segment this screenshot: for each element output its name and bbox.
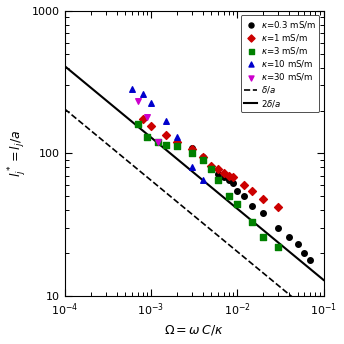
$\kappa$=10 mS/m [174,135,180,140]
$\kappa$=0.3 mS/m [302,250,307,256]
$\kappa$=0.3 mS/m [230,180,236,186]
$\kappa$=0.3 mS/m [287,234,292,240]
$\kappa$=1 mS/m [260,196,266,202]
Y-axis label: $l_j^* = l_j/a$: $l_j^* = l_j/a$ [7,130,29,177]
$\kappa$=0.3 mS/m [241,194,247,199]
$\kappa$=0.3 mS/m [221,175,227,180]
$\kappa$=0.3 mS/m [308,257,313,262]
$\kappa$=1 mS/m [140,116,146,121]
$\kappa$=0.3 mS/m [260,211,266,216]
$\kappa$=1 mS/m [241,182,247,188]
$\kappa$=0.3 mS/m [226,178,232,183]
$\kappa$=0.3 mS/m [190,145,195,150]
$\kappa$=3 mS/m [276,245,281,250]
$\kappa$=0.3 mS/m [235,188,240,193]
$\kappa$=30 mS/m [155,139,161,145]
$\kappa$=10 mS/m [129,86,135,92]
$\kappa$=3 mS/m [200,157,206,163]
$\kappa$=3 mS/m [260,234,266,240]
$\kappa$=3 mS/m [190,151,195,156]
$\kappa$=30 mS/m [135,98,140,103]
Legend: $\kappa$=0.3 mS/m, $\kappa$=1 mS/m, $\kappa$=3 mS/m, $\kappa$=10 mS/m, $\kappa$=: $\kappa$=0.3 mS/m, $\kappa$=1 mS/m, $\ka… [241,15,319,112]
$\kappa$=3 mS/m [250,219,255,225]
$\kappa$=1 mS/m [163,132,169,138]
$\kappa$=0.3 mS/m [208,164,214,170]
$\kappa$=10 mS/m [200,178,206,183]
X-axis label: $\Omega = \omega\, C/\kappa$: $\Omega = \omega\, C/\kappa$ [164,323,224,337]
$\kappa$=1 mS/m [174,139,180,145]
$\kappa$=1 mS/m [190,146,195,151]
$\kappa$=3 mS/m [208,166,214,172]
$\kappa$=1 mS/m [226,173,232,178]
$\kappa$=0.3 mS/m [295,242,300,247]
$\kappa$=0.3 mS/m [276,225,281,231]
$\kappa$=3 mS/m [135,122,140,127]
$\kappa$=1 mS/m [215,166,221,172]
$\kappa$=10 mS/m [163,118,169,123]
$\kappa$=3 mS/m [163,142,169,148]
$\kappa$=1 mS/m [208,163,214,169]
$\kappa$=1 mS/m [230,175,236,180]
$\kappa$=0.3 mS/m [215,171,221,176]
$\kappa$=0.3 mS/m [250,203,255,208]
$\kappa$=30 mS/m [144,114,150,120]
$\kappa$=3 mS/m [235,202,240,207]
$\kappa$=3 mS/m [174,144,180,149]
$\kappa$=1 mS/m [250,188,255,193]
$\kappa$=10 mS/m [148,100,154,106]
$\kappa$=3 mS/m [226,194,232,199]
$\kappa$=10 mS/m [140,92,146,97]
$\kappa$=1 mS/m [221,170,227,176]
$\kappa$=10 mS/m [190,164,195,170]
$\kappa$=3 mS/m [144,135,150,140]
$\kappa$=1 mS/m [148,123,154,129]
$\kappa$=1 mS/m [276,204,281,210]
$\kappa$=3 mS/m [155,139,161,145]
$\kappa$=3 mS/m [215,178,221,183]
$\kappa$=1 mS/m [200,154,206,159]
$\kappa$=0.3 mS/m [200,154,206,159]
